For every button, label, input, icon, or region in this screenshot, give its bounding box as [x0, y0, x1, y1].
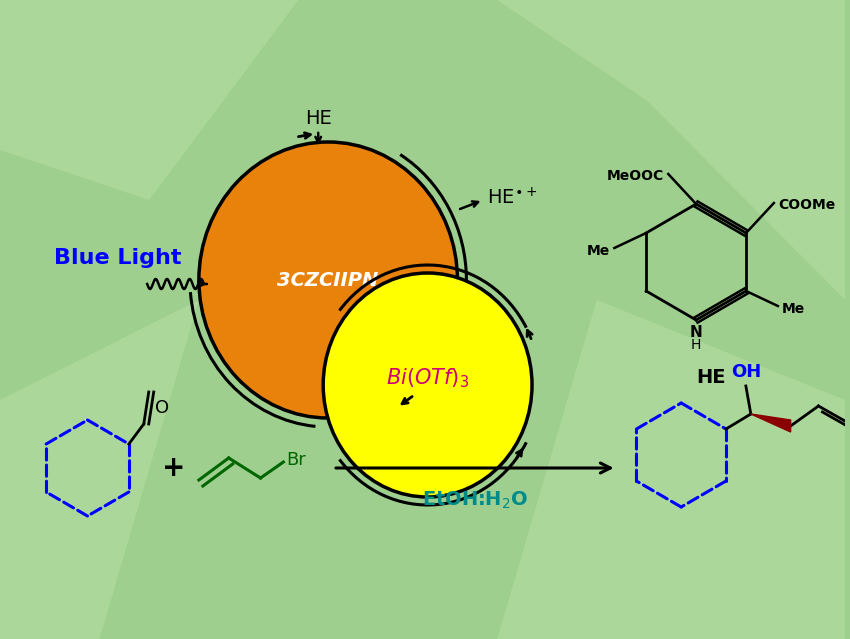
- Text: HE: HE: [696, 367, 726, 387]
- Text: O: O: [155, 399, 169, 417]
- Text: Br: Br: [286, 451, 306, 469]
- Ellipse shape: [323, 273, 532, 497]
- Text: +: +: [162, 454, 185, 482]
- Text: HE$^{\bullet +}$: HE$^{\bullet +}$: [487, 187, 538, 209]
- Text: Me: Me: [782, 302, 805, 316]
- Text: COOMe: COOMe: [778, 198, 836, 212]
- Text: HE: HE: [305, 109, 332, 128]
- Polygon shape: [497, 0, 845, 300]
- Polygon shape: [0, 0, 298, 200]
- Text: $\mathbf{\it{Bi(OTf)_3}}$: $\mathbf{\it{Bi(OTf)_3}}$: [386, 366, 469, 390]
- Text: N: N: [689, 325, 702, 340]
- Polygon shape: [497, 300, 845, 639]
- Text: Blue Light: Blue Light: [54, 248, 181, 268]
- Polygon shape: [751, 414, 790, 432]
- Ellipse shape: [199, 142, 457, 418]
- Text: Me: Me: [587, 244, 610, 258]
- Polygon shape: [0, 300, 199, 639]
- Text: 3CZCIIPN: 3CZCIIPN: [277, 270, 379, 289]
- Text: H: H: [691, 338, 701, 352]
- Text: EtOH:H$_2$O: EtOH:H$_2$O: [422, 489, 529, 511]
- Text: MeOOC: MeOOC: [607, 169, 665, 183]
- Text: OH: OH: [731, 363, 761, 381]
